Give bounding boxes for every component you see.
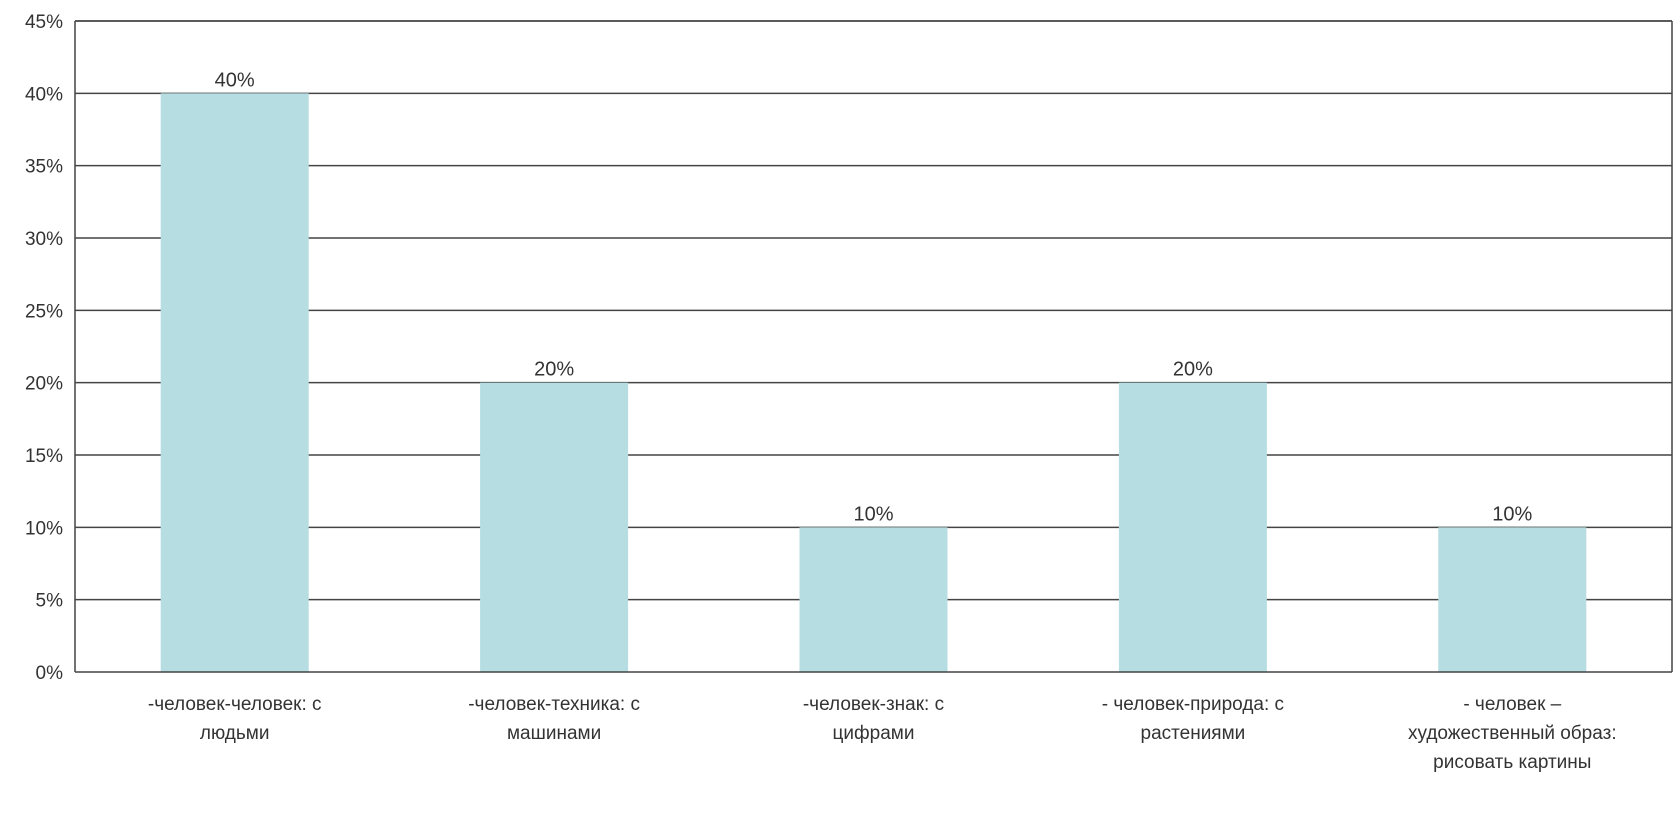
y-tick-label: 40%: [25, 84, 63, 105]
x-category-labels: -человек-человек: с людьми -человек-техник…: [148, 694, 1617, 773]
x-category-label: - человек-природа: с растениями: [1102, 694, 1284, 744]
x-category-label: - человек – художественный образ: рисовать…: [1408, 694, 1617, 773]
y-tick-label: 0%: [36, 663, 64, 684]
data-labels: 40% 20% 10% 20% 10%: [215, 69, 1533, 525]
bar: [1118, 382, 1267, 672]
y-tick-label: 45%: [25, 12, 63, 33]
bar: [160, 93, 309, 673]
data-label: 10%: [1492, 503, 1532, 525]
axes: [74, 20, 1673, 673]
y-tick-label: 5%: [36, 591, 64, 612]
data-label: 20%: [534, 359, 574, 381]
data-label: 20%: [1173, 359, 1213, 381]
y-tick-label: 25%: [25, 301, 63, 322]
x-category-label: -человек-человек: с людьми: [148, 694, 322, 744]
x-category-label-line: - человек –: [1463, 694, 1561, 715]
x-category-label-line: людьми: [200, 723, 270, 744]
bar: [1438, 527, 1587, 672]
x-category-label: -человек-техника: с машинами: [468, 694, 640, 744]
x-category-label-line: машинами: [507, 723, 601, 744]
x-category-label-line: -человек-знак: с: [803, 694, 944, 715]
x-category-label-line: художественный образ:: [1408, 723, 1617, 744]
y-tick-label: 30%: [25, 229, 63, 250]
x-category-label-line: рисовать картины: [1433, 752, 1591, 773]
x-category-label-line: -человек-человек: с: [148, 694, 322, 715]
x-category-label-line: - человек-природа: с: [1102, 694, 1284, 715]
y-tick-labels: 0% 5% 10% 15% 20% 25% 30% 35% 40% 45%: [25, 12, 63, 684]
x-category-label-line: цифрами: [833, 723, 915, 744]
y-tick-label: 10%: [25, 518, 63, 539]
x-category-label-line: растениями: [1141, 723, 1246, 744]
y-tick-label: 35%: [25, 157, 63, 178]
x-category-label-line: -человек-техника: с: [468, 694, 640, 715]
bar: [480, 382, 629, 672]
bar: [799, 527, 948, 672]
y-tick-label: 20%: [25, 374, 63, 395]
data-label: 40%: [215, 69, 255, 91]
bars: [160, 93, 1587, 673]
y-tick-label: 15%: [25, 446, 63, 467]
data-label: 10%: [853, 503, 893, 525]
x-category-label: -человек-знак: с цифрами: [803, 694, 944, 744]
